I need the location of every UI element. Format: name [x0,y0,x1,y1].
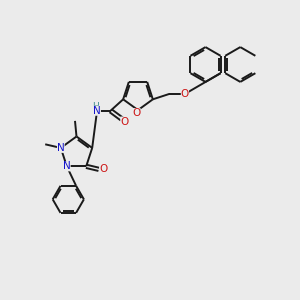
Text: O: O [99,164,107,174]
Text: O: O [120,116,128,127]
Text: O: O [132,108,141,118]
Text: O: O [181,89,189,99]
Text: H: H [92,102,99,111]
Text: N: N [63,161,71,171]
Text: N: N [57,143,65,153]
Text: N: N [93,106,101,116]
